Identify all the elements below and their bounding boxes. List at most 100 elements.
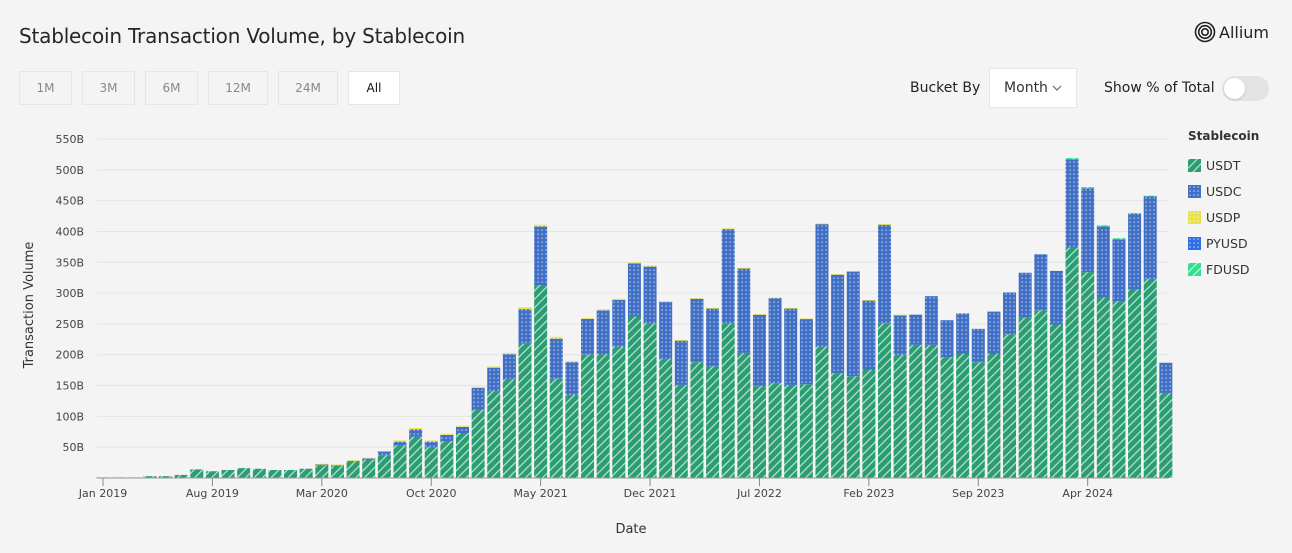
bar-usdt[interactable]: [424, 447, 438, 478]
bar-stack-2020-06[interactable]: [362, 457, 376, 478]
range-3m-button[interactable]: 3M: [82, 71, 135, 105]
bar-stack-2021-05[interactable]: [534, 224, 548, 478]
bar-usdp[interactable]: [549, 336, 563, 339]
bar-stack-2019-06[interactable]: [174, 474, 188, 478]
bar-usdt[interactable]: [330, 465, 344, 478]
bar-stack-2020-08[interactable]: [393, 440, 407, 478]
bar-stack-2023-03[interactable]: [878, 224, 891, 478]
range-24m-button[interactable]: 24M: [278, 71, 338, 105]
bar-usdp[interactable]: [565, 360, 579, 363]
bar-usdt[interactable]: [1159, 392, 1173, 478]
bar-usdc[interactable]: [971, 328, 985, 363]
bar-stack-2023-09[interactable]: [971, 328, 985, 478]
bar-usdc[interactable]: [534, 226, 548, 286]
bar-usdp[interactable]: [596, 309, 610, 311]
bar-usdt[interactable]: [299, 468, 313, 478]
bar-usdt[interactable]: [143, 476, 157, 478]
bar-usdt[interactable]: [362, 459, 376, 478]
bar-usdt[interactable]: [471, 409, 485, 478]
bar-usdt[interactable]: [237, 468, 251, 478]
bar-usdc[interactable]: [1065, 159, 1079, 248]
bar-usdc[interactable]: [455, 426, 469, 434]
bar-usdc[interactable]: [1128, 213, 1142, 290]
bar-stack-2021-10[interactable]: [612, 298, 626, 478]
bar-stack-2022-04[interactable]: [706, 307, 720, 478]
bar-stack-2021-09[interactable]: [596, 309, 610, 478]
bar-stack-2020-11[interactable]: [440, 433, 454, 478]
bar-usdc[interactable]: [471, 388, 485, 410]
bar-stack-2024-07[interactable]: [1128, 212, 1142, 478]
bar-usdt[interactable]: [1096, 297, 1110, 478]
bar-stack-2023-11[interactable]: [1003, 292, 1017, 478]
bar-usdt[interactable]: [893, 354, 907, 478]
bar-usdt[interactable]: [1112, 301, 1126, 478]
bar-usdc[interactable]: [737, 268, 751, 353]
bar-stack-2019-05[interactable]: [159, 476, 173, 478]
bar-usdt[interactable]: [284, 469, 298, 478]
bar-stack-2021-08[interactable]: [581, 317, 595, 478]
bar-usdp[interactable]: [424, 440, 438, 442]
bar-usdc[interactable]: [1049, 270, 1063, 325]
bar-usdc[interactable]: [596, 310, 610, 355]
bar-usdt[interactable]: [393, 445, 407, 478]
bar-usdp[interactable]: [846, 270, 860, 272]
bar-usdc[interactable]: [846, 271, 860, 377]
bar-usdc[interactable]: [424, 441, 438, 448]
bar-stack-2024-03[interactable]: [1065, 158, 1079, 478]
bar-usdc[interactable]: [784, 308, 798, 385]
bar-usdt[interactable]: [377, 455, 391, 478]
bar-fdusd[interactable]: [1081, 187, 1095, 189]
bar-stack-2023-12[interactable]: [1018, 272, 1032, 478]
bar-usdp[interactable]: [487, 366, 501, 368]
bar-usdt[interactable]: [1018, 317, 1032, 478]
bar-stack-2024-01[interactable]: [1034, 254, 1048, 478]
bar-usdp[interactable]: [502, 352, 516, 355]
bar-usdc[interactable]: [393, 441, 407, 446]
bar-usdp[interactable]: [878, 224, 891, 225]
bar-fdusd[interactable]: [1128, 212, 1142, 214]
bar-stack-2022-11[interactable]: [815, 223, 829, 478]
bucket-by-select[interactable]: Month: [989, 68, 1077, 108]
bar-usdt[interactable]: [190, 469, 204, 478]
bar-stack-2019-10[interactable]: [237, 468, 251, 478]
bar-fdusd[interactable]: [1143, 195, 1157, 197]
range-6m-button[interactable]: 6M: [145, 71, 198, 105]
bar-usdp[interactable]: [737, 267, 751, 269]
bar-stack-2021-03[interactable]: [502, 352, 516, 478]
bar-usdp[interactable]: [330, 464, 344, 466]
bar-stack-2019-07[interactable]: [190, 469, 204, 478]
bar-stack-2021-12[interactable]: [643, 265, 657, 478]
bar-usdc[interactable]: [956, 313, 970, 354]
bar-usdt[interactable]: [487, 391, 501, 478]
bar-usdp[interactable]: [690, 298, 704, 299]
bar-usdc[interactable]: [862, 300, 876, 370]
bar-usdt[interactable]: [721, 323, 735, 478]
bar-usdt[interactable]: [659, 359, 673, 478]
bar-usdt[interactable]: [565, 394, 579, 478]
bar-usdt[interactable]: [924, 344, 938, 478]
bar-usdt[interactable]: [690, 362, 704, 478]
bar-usdc[interactable]: [659, 301, 673, 360]
bar-usdt[interactable]: [956, 353, 970, 478]
bar-usdp[interactable]: [581, 317, 595, 319]
bar-stack-2022-01[interactable]: [659, 301, 673, 478]
bar-usdc[interactable]: [1034, 254, 1048, 311]
bar-stack-2024-02[interactable]: [1049, 270, 1063, 478]
bar-usdt[interactable]: [1065, 247, 1079, 478]
bar-usdc[interactable]: [1003, 292, 1017, 335]
bar-usdt[interactable]: [987, 353, 1001, 478]
bar-usdp[interactable]: [455, 425, 469, 427]
bar-usdc[interactable]: [690, 298, 704, 363]
bar-usdp[interactable]: [674, 339, 688, 341]
bar-usdp[interactable]: [315, 463, 329, 465]
bar-stack-2024-06[interactable]: [1112, 238, 1126, 478]
bar-usdt[interactable]: [596, 354, 610, 478]
bar-usdc[interactable]: [362, 458, 376, 460]
bar-usdt[interactable]: [346, 460, 360, 478]
bar-stack-2024-09[interactable]: [1159, 362, 1173, 478]
bar-usdt[interactable]: [768, 383, 782, 478]
bar-usdt[interactable]: [909, 344, 923, 478]
bar-usdp[interactable]: [627, 262, 641, 264]
bar-usdc[interactable]: [878, 224, 891, 324]
bar-usdc[interactable]: [752, 314, 766, 387]
